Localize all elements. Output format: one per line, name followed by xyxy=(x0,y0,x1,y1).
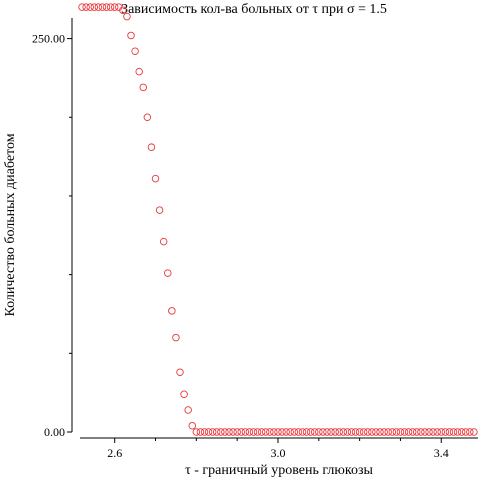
data-point xyxy=(177,369,184,376)
data-point xyxy=(132,48,139,55)
data-point xyxy=(128,32,135,39)
x-tick-label: 3.4 xyxy=(434,446,449,460)
data-point xyxy=(144,114,151,121)
data-point xyxy=(185,407,192,414)
chart-title: Зависимость кол-ва больных от τ при σ = … xyxy=(121,2,387,17)
data-point xyxy=(136,68,143,75)
data-point xyxy=(181,391,188,398)
data-point xyxy=(140,84,147,91)
data-points xyxy=(79,4,477,435)
data-point xyxy=(152,175,159,182)
data-point xyxy=(189,422,196,429)
ticks: 2.6 3.0 3.4 0.00 250.00 xyxy=(32,32,449,460)
data-point xyxy=(169,308,176,315)
data-point xyxy=(156,207,163,214)
y-axis-label: Количество больных диабетом xyxy=(3,133,18,316)
data-point xyxy=(160,238,167,245)
x-tick-label: 3.0 xyxy=(270,446,285,460)
x-axis-label: τ - граничный уровень глюкозы xyxy=(185,463,373,478)
y-tick-label: 250.00 xyxy=(32,32,65,46)
data-point xyxy=(173,334,180,341)
data-point xyxy=(164,270,171,277)
axes xyxy=(72,18,478,438)
data-point xyxy=(471,429,478,436)
x-tick-label: 2.6 xyxy=(107,446,122,460)
y-tick-label: 0.00 xyxy=(44,425,65,439)
data-point xyxy=(148,144,155,151)
